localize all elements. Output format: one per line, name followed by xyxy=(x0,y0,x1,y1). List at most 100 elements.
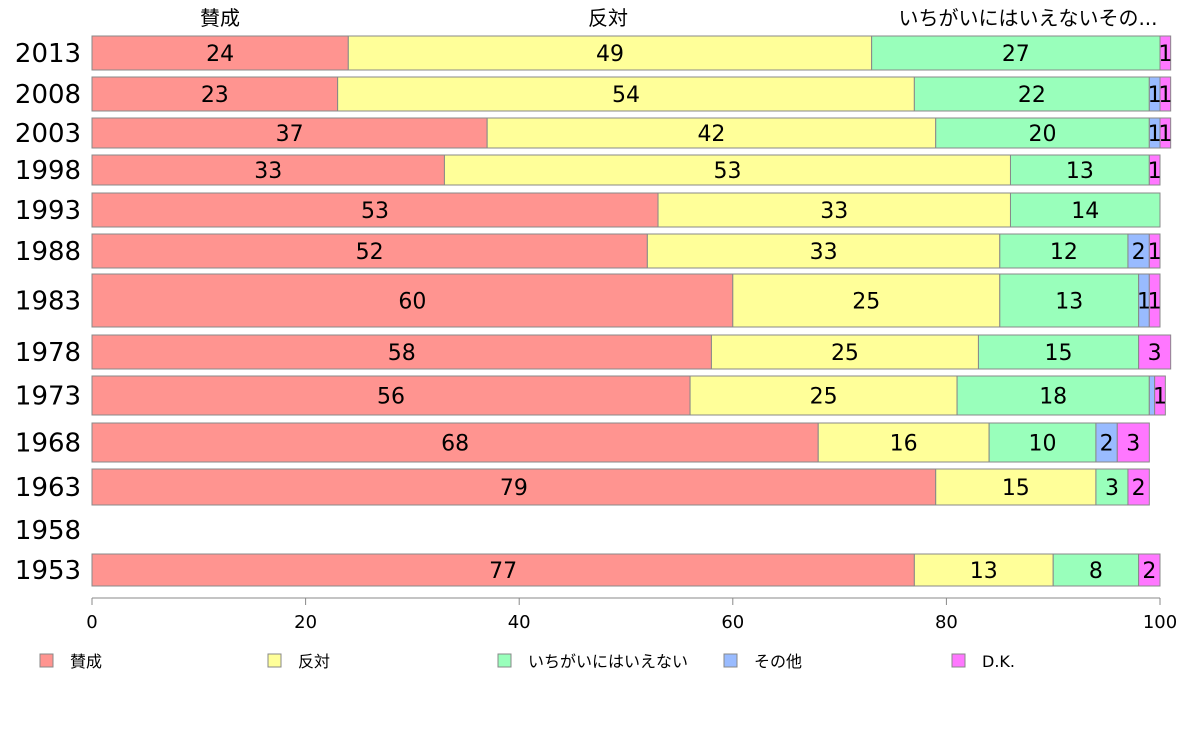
data-label: 25 xyxy=(831,341,859,366)
data-label: 14 xyxy=(1071,199,1099,224)
data-label: 15 xyxy=(1045,341,1073,366)
legend-label: いちがいにはいえない xyxy=(528,652,688,671)
bar-segment xyxy=(1148,154,1161,186)
data-label: 10 xyxy=(1029,432,1057,457)
bar-segment xyxy=(1009,192,1161,228)
bar-segment xyxy=(657,192,1011,228)
data-label: 2 xyxy=(1100,432,1114,457)
data-label: 3 xyxy=(1148,341,1162,366)
data-label: 3 xyxy=(1105,476,1119,501)
x-tick-label: 0 xyxy=(86,612,97,633)
column-header: 反対 xyxy=(588,6,628,30)
data-label: 13 xyxy=(1066,159,1094,184)
x-tick-label: 60 xyxy=(721,612,744,633)
data-label: 15 xyxy=(1002,476,1030,501)
legend-label: D.K. xyxy=(982,652,1015,671)
data-label: 13 xyxy=(1055,290,1083,315)
x-tick-label: 100 xyxy=(1143,612,1177,633)
column-headers: 賛成 反対 いちがいにはいえないその... xyxy=(200,6,1158,30)
y-tick-label: 2003 xyxy=(15,119,81,149)
data-label: 1 xyxy=(1137,290,1151,315)
y-tick-label: 1963 xyxy=(15,473,81,503)
data-label: 1 xyxy=(1158,83,1172,108)
bar-segment xyxy=(486,117,937,149)
bar-segment xyxy=(871,35,1161,71)
bar-segment xyxy=(91,233,648,269)
data-label: 56 xyxy=(377,385,405,410)
y-tick-labels: 2013 2008 2003 1998 1993 1988 1983 1978 1973 1968… xyxy=(15,39,81,586)
data-label: 1 xyxy=(1153,385,1167,410)
data-label: 23 xyxy=(201,83,229,108)
bar-segment xyxy=(91,35,349,71)
y-tick-label: 1958 xyxy=(15,516,81,546)
bar-segment xyxy=(1159,35,1172,71)
bar-segment xyxy=(935,468,1097,506)
bar-segment xyxy=(1052,553,1140,587)
legend-label: 反対 xyxy=(298,652,330,671)
bar-segment xyxy=(91,375,691,416)
bar-segment xyxy=(1159,117,1172,149)
data-label: 1 xyxy=(1148,122,1162,147)
x-tick-label: 80 xyxy=(935,612,958,633)
bar-segment xyxy=(913,76,1150,112)
data-label: 77 xyxy=(489,559,517,584)
bar-segment xyxy=(1127,468,1150,506)
data-label: 33 xyxy=(820,199,848,224)
data-label: 22 xyxy=(1018,83,1046,108)
bar-segment xyxy=(817,422,990,463)
data-label: 42 xyxy=(697,122,725,147)
data-label: 18 xyxy=(1039,385,1067,410)
bar-segment xyxy=(347,35,873,71)
bar-segment xyxy=(337,76,915,112)
x-tick-label: 20 xyxy=(294,612,317,633)
bar-segment xyxy=(91,154,445,186)
x-axis: 0 20 40 60 80 100 xyxy=(86,597,1177,633)
y-tick-label: 1953 xyxy=(15,556,81,586)
legend-label: その他 xyxy=(754,652,802,671)
bar-segment xyxy=(977,334,1140,370)
y-tick-label: 2008 xyxy=(15,80,81,110)
y-tick-label: 1983 xyxy=(15,287,81,317)
data-label: 2 xyxy=(1132,240,1146,265)
data-label: 33 xyxy=(254,159,282,184)
data-label: 27 xyxy=(1002,42,1030,67)
data-label: 13 xyxy=(970,559,998,584)
legend-swatch xyxy=(267,653,282,668)
bar-segment xyxy=(91,334,712,370)
bar-segment xyxy=(732,273,1001,328)
bar-segment xyxy=(1138,334,1172,370)
bar-segment xyxy=(710,334,979,370)
data-label: 1 xyxy=(1148,290,1162,315)
data-label: 12 xyxy=(1050,240,1078,265)
bar-segment xyxy=(91,273,734,328)
bar-segment xyxy=(689,375,958,416)
data-label: 60 xyxy=(398,290,426,315)
legend-swatch xyxy=(39,653,54,668)
y-tick-label: 1968 xyxy=(15,429,81,459)
bar-segment xyxy=(91,422,819,463)
bar-segment xyxy=(1159,76,1172,112)
bar-segment xyxy=(1148,273,1161,328)
column-header: 賛成 xyxy=(200,6,240,30)
data-label: 20 xyxy=(1029,122,1057,147)
y-tick-label: 1973 xyxy=(15,382,81,412)
column-header: いちがいにはいえないその... xyxy=(898,6,1157,30)
data-label: 2 xyxy=(1132,476,1146,501)
data-label: 1 xyxy=(1148,159,1162,184)
data-label: 53 xyxy=(361,199,389,224)
data-label: 1 xyxy=(1148,83,1162,108)
data-label: 8 xyxy=(1089,559,1103,584)
bar-segment xyxy=(646,233,1001,269)
legend-swatch xyxy=(497,653,512,668)
legend-swatch xyxy=(951,653,966,668)
data-label: 1 xyxy=(1158,122,1172,147)
bar-segment xyxy=(1009,154,1150,186)
data-label: 49 xyxy=(596,42,624,67)
bar-segment xyxy=(999,233,1129,269)
y-tick-label: 2013 xyxy=(15,39,81,69)
bar-segment xyxy=(91,117,488,149)
data-label: 25 xyxy=(810,385,838,410)
